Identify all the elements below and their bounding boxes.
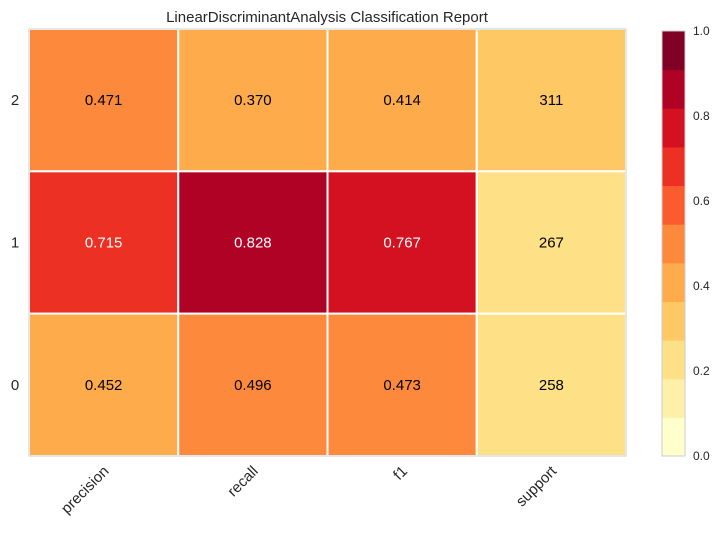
- chart-title: LinearDiscriminantAnalysis Classificatio…: [166, 9, 489, 26]
- colorbar-segment: [662, 108, 685, 148]
- cell-value-label: 0.370: [234, 92, 272, 109]
- cell-value-label: 0.471: [85, 92, 123, 109]
- colorbar-segment: [662, 262, 685, 302]
- colorbar-tick-label: 0.0: [693, 449, 710, 463]
- colorbar-segment: [662, 301, 685, 341]
- y-tick-label: 0: [11, 377, 19, 394]
- cell-value-label: 0.715: [85, 235, 123, 252]
- colorbar: 0.0 0.2 0.4 0.6 0.8 1.0: [661, 24, 710, 463]
- heatmap-cell: [28, 170, 180, 315]
- cell-value-label: 0.414: [383, 92, 421, 109]
- cell-value-label: 0.473: [383, 377, 421, 394]
- heatmap-cell: [177, 312, 329, 457]
- colorbar-segment: [662, 146, 685, 187]
- colorbar-segment: [662, 69, 685, 109]
- colorbar-segment: [662, 185, 685, 225]
- cell-value-label: 0.828: [234, 235, 272, 252]
- heatmap-cell: [28, 28, 180, 173]
- colorbar-tick-label: 0.8: [693, 109, 710, 123]
- colorbar-segment: [662, 378, 685, 418]
- colorbar-segment: [662, 31, 685, 71]
- x-tick-label: precision: [58, 463, 112, 517]
- cell-value-label: 311: [539, 92, 563, 109]
- heatmap-cell: [475, 312, 627, 457]
- x-tick-label: support: [513, 462, 561, 510]
- x-tick-label: f1: [390, 463, 411, 484]
- x-tick-label: recall: [224, 463, 261, 500]
- heatmap-cells: 0.471 0.370 0.414 311 0.715 0.828 0.767 267 0.45…: [28, 28, 627, 457]
- x-tick-labels: precision recall f1 support: [58, 462, 561, 517]
- heatmap-cell: [177, 28, 329, 173]
- cell-value-label: 258: [539, 377, 564, 394]
- colorbar-segment: [662, 340, 685, 380]
- colorbar-tick-label: 1.0: [693, 24, 710, 38]
- cell-value-label: 0.767: [383, 235, 421, 252]
- cell-value-label: 0.496: [234, 377, 272, 394]
- cell-value-label: 267: [539, 235, 564, 252]
- colorbar-tick-label: 0.4: [693, 279, 710, 293]
- y-tick-label: 2: [11, 92, 19, 109]
- colorbar-tick-label: 0.6: [693, 194, 710, 208]
- y-tick-labels: 2 1 0: [11, 92, 19, 394]
- heatmap-cell: [475, 170, 627, 315]
- colorbar-border: [661, 30, 686, 457]
- colorbar-segment: [662, 224, 685, 264]
- cell-value-label: 0.452: [85, 377, 123, 394]
- y-tick-label: 1: [11, 235, 19, 252]
- plot-border: [28, 28, 627, 457]
- heatmap-cell: [475, 28, 627, 173]
- colorbar-segment: [662, 417, 685, 457]
- heatmap-cell: [177, 170, 329, 315]
- colorbar-tick-label: 0.2: [693, 364, 710, 378]
